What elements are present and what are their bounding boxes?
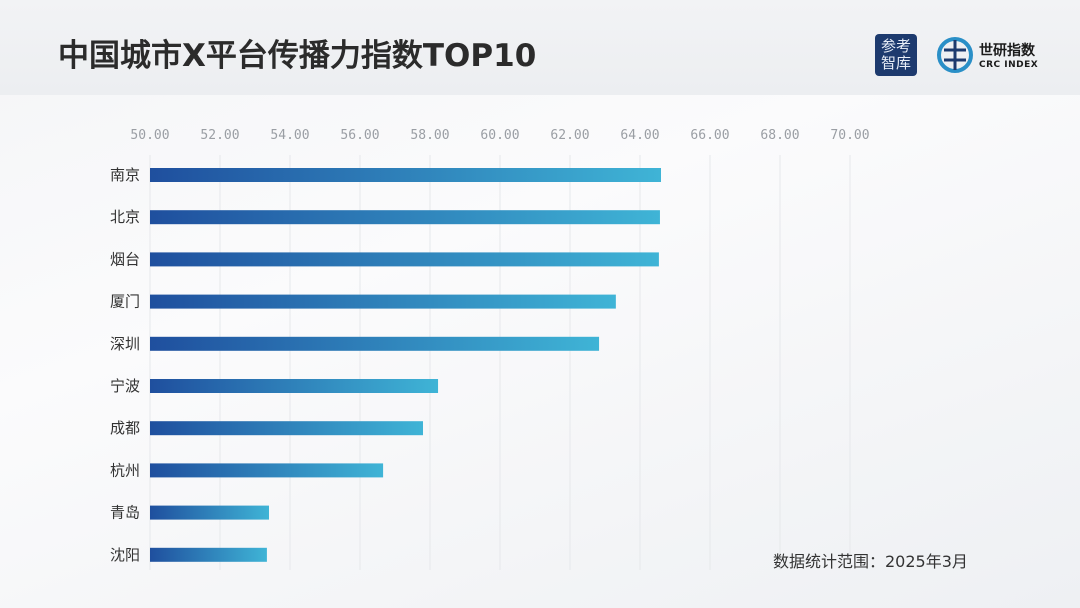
page-title: 中国城市X平台传播力指数TOP10 xyxy=(58,38,537,74)
crc-index-logo: 世研指数 CRC INDEX xyxy=(936,36,1038,74)
bar xyxy=(150,210,660,225)
bar xyxy=(150,547,267,562)
category-label: 南京 xyxy=(110,166,140,184)
x-tick-label: 52.00 xyxy=(200,128,239,143)
x-tick-label: 50.00 xyxy=(130,128,169,143)
x-tick-label: 68.00 xyxy=(760,128,799,143)
category-label: 沈阳 xyxy=(110,546,140,564)
x-tick-label: 56.00 xyxy=(340,128,379,143)
bar xyxy=(150,336,600,351)
category-label: 宁波 xyxy=(110,377,140,395)
think-tank-logo: 参考智库 xyxy=(875,34,917,76)
x-tick-label: 62.00 xyxy=(550,128,589,143)
category-label: 厦门 xyxy=(110,293,140,311)
think-tank-logo-text: 参考智库 xyxy=(880,37,911,72)
bar xyxy=(150,294,616,309)
globe-icon xyxy=(937,37,973,73)
bar xyxy=(150,252,659,267)
x-tick-label: 66.00 xyxy=(690,128,729,143)
bar xyxy=(150,421,423,436)
x-tick-label: 64.00 xyxy=(620,128,659,143)
logo-en-text: CRC INDEX xyxy=(979,60,1039,70)
x-tick-label: 70.00 xyxy=(830,128,869,143)
data-range-note: 数据统计范围：2025年3月 xyxy=(773,552,968,571)
x-tick-label: 54.00 xyxy=(270,128,309,143)
x-tick-label: 60.00 xyxy=(480,128,519,143)
logo-cn-text: 世研指数 xyxy=(979,43,1035,59)
category-label: 成都 xyxy=(110,419,140,437)
category-label: 青岛 xyxy=(110,504,140,522)
bar xyxy=(150,379,439,393)
x-tick-label: 58.00 xyxy=(410,128,449,143)
category-label: 烟台 xyxy=(110,250,140,268)
bar xyxy=(150,463,384,478)
category-label: 北京 xyxy=(110,208,140,226)
category-label: 杭州 xyxy=(110,461,140,479)
category-label: 深圳 xyxy=(110,335,140,353)
bar xyxy=(150,168,661,182)
bar xyxy=(150,505,269,520)
